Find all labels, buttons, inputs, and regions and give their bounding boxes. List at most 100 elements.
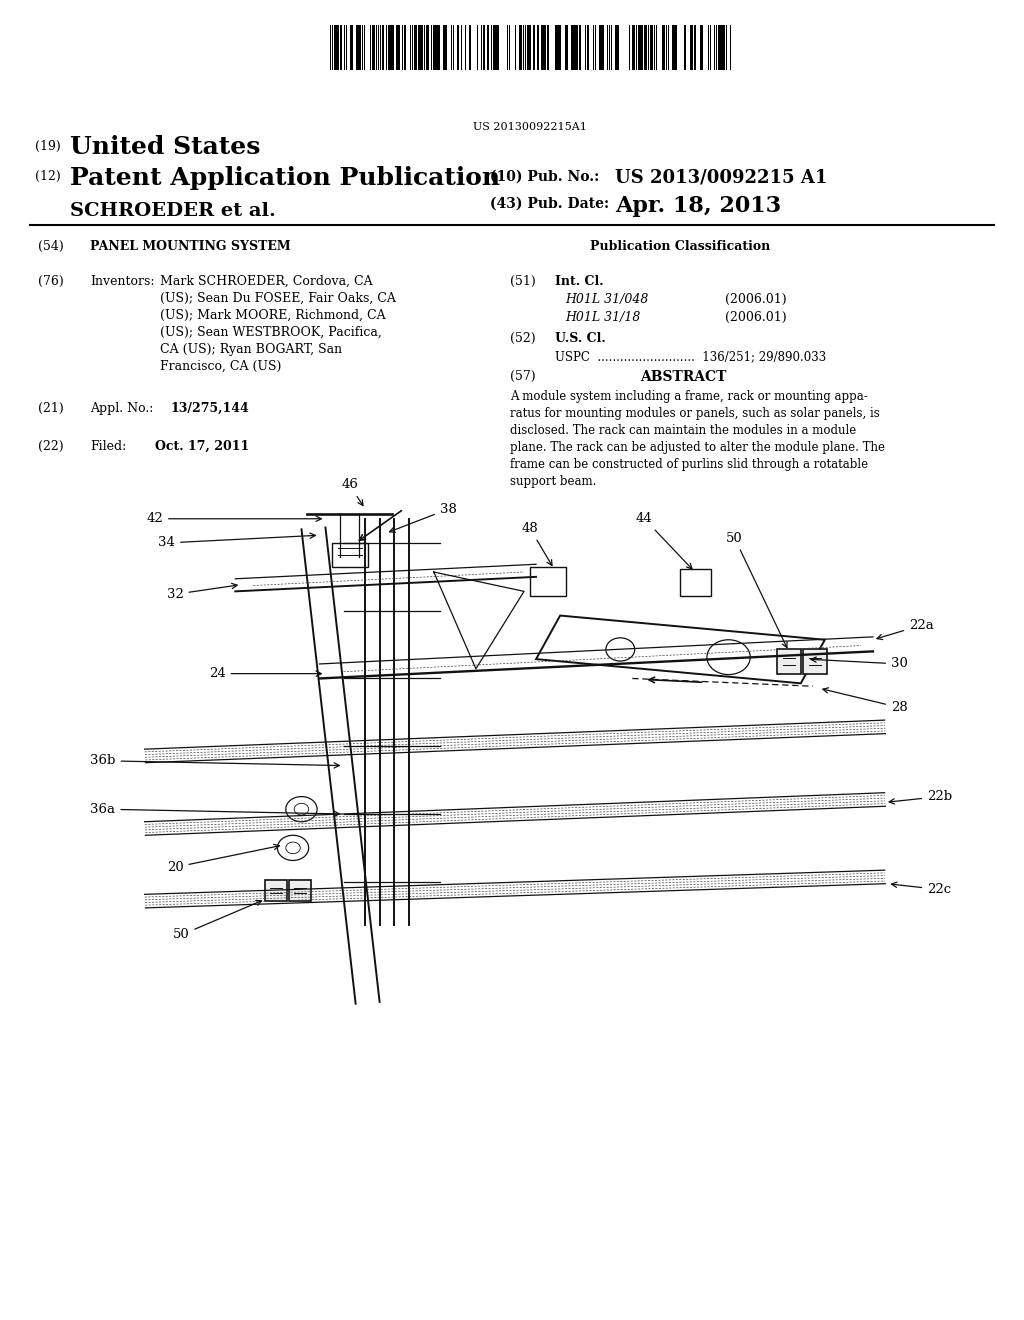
Bar (527, 25, 530, 70)
Bar (559, 25, 561, 70)
Text: 36b: 36b (90, 754, 339, 768)
Text: 30: 30 (811, 657, 908, 671)
Text: PANEL MOUNTING SYSTEM: PANEL MOUNTING SYSTEM (90, 240, 291, 253)
Bar (444, 25, 446, 70)
Text: Publication Classification: Publication Classification (590, 240, 770, 253)
Text: 36a: 36a (90, 803, 339, 817)
Text: (10) Pub. No.:: (10) Pub. No.: (490, 170, 599, 183)
Bar (486, 25, 488, 70)
Text: frame can be constructed of purlins slid through a rotatable: frame can be constructed of purlins slid… (510, 458, 868, 471)
Text: (57): (57) (510, 370, 536, 383)
Bar (534, 25, 535, 70)
Text: Apr. 18, 2013: Apr. 18, 2013 (615, 195, 781, 216)
Bar (340, 25, 342, 70)
Bar (722, 25, 724, 70)
Bar (396, 25, 399, 70)
Bar (690, 25, 692, 70)
Text: (US); Sean Du FOSEE, Fair Oaks, CA: (US); Sean Du FOSEE, Fair Oaks, CA (160, 292, 396, 305)
Text: ratus for mounting modules or panels, such as solar panels, is: ratus for mounting modules or panels, su… (510, 407, 880, 420)
Bar (434, 25, 436, 70)
Text: Mark SCHROEDER, Cordova, CA: Mark SCHROEDER, Cordova, CA (160, 275, 373, 288)
Text: H01L 31/18: H01L 31/18 (565, 312, 640, 323)
Bar (372, 25, 374, 70)
Text: 50: 50 (173, 900, 261, 941)
Text: A module system including a frame, rack or mounting appa-: A module system including a frame, rack … (510, 389, 867, 403)
Bar (777, 649, 801, 673)
Text: 22c: 22c (892, 882, 951, 896)
Bar (547, 25, 549, 70)
Bar (334, 25, 338, 70)
Bar (530, 568, 566, 597)
Bar (436, 25, 438, 70)
Bar (684, 25, 686, 70)
Bar (497, 25, 499, 70)
Text: 44: 44 (636, 512, 692, 569)
Bar (588, 25, 589, 70)
Bar (573, 25, 577, 70)
Text: disclosed. The rack can maintain the modules in a module: disclosed. The rack can maintain the mod… (510, 424, 856, 437)
Text: USPC  ..........................  136/251; 29/890.033: USPC .......................... 136/251;… (555, 350, 826, 363)
Bar (519, 25, 522, 70)
Bar (390, 25, 394, 70)
Bar (421, 25, 423, 70)
Bar (290, 880, 311, 902)
Text: H01L 31/048: H01L 31/048 (565, 293, 648, 306)
Bar (442, 25, 444, 70)
Bar (649, 25, 651, 70)
Text: 48: 48 (521, 521, 552, 565)
Text: U.S. Cl.: U.S. Cl. (555, 333, 606, 345)
Bar (681, 569, 711, 597)
Bar (640, 25, 642, 70)
Text: Patent Application Publication: Patent Application Publication (70, 166, 500, 190)
Bar (469, 25, 471, 70)
Bar (457, 25, 459, 70)
Bar (356, 25, 358, 70)
Bar (662, 25, 666, 70)
Bar (388, 25, 390, 70)
Bar (332, 543, 368, 568)
Text: (12): (12) (35, 170, 60, 183)
Bar (720, 25, 723, 70)
Text: (43) Pub. Date:: (43) Pub. Date: (490, 197, 609, 211)
Bar (415, 25, 417, 70)
Text: plane. The rack can be adjusted to alter the module plane. The: plane. The rack can be adjusted to alter… (510, 441, 885, 454)
Text: 34: 34 (159, 533, 315, 549)
Bar (398, 25, 400, 70)
Text: (76): (76) (38, 275, 63, 288)
Text: US 20130092215A1: US 20130092215A1 (473, 121, 587, 132)
Bar (617, 25, 620, 70)
Text: 38: 38 (389, 503, 457, 532)
Bar (643, 25, 647, 70)
Bar (718, 25, 720, 70)
Text: 28: 28 (823, 688, 907, 714)
Text: Appl. No.:: Appl. No.: (90, 403, 154, 414)
Text: US 2013/0092215 A1: US 2013/0092215 A1 (615, 168, 827, 186)
Bar (493, 25, 497, 70)
Text: CA (US); Ryan BOGART, San: CA (US); Ryan BOGART, San (160, 343, 342, 356)
Text: ABSTRACT: ABSTRACT (640, 370, 726, 384)
Text: (52): (52) (510, 333, 536, 345)
Bar (694, 25, 696, 70)
Text: United States: United States (70, 135, 260, 158)
Bar (638, 25, 640, 70)
Bar (632, 25, 635, 70)
Bar (495, 25, 497, 70)
Bar (382, 25, 384, 70)
Text: (19): (19) (35, 140, 60, 153)
Bar (615, 25, 618, 70)
Bar (419, 25, 422, 70)
Text: (2006.01): (2006.01) (725, 293, 786, 306)
Text: 46: 46 (341, 478, 362, 506)
Text: 50: 50 (726, 532, 787, 648)
Bar (565, 25, 567, 70)
Text: SCHROEDER et al.: SCHROEDER et al. (70, 202, 275, 220)
Bar (426, 25, 428, 70)
Bar (674, 25, 676, 70)
Bar (699, 25, 701, 70)
Bar (358, 25, 360, 70)
Bar (432, 25, 434, 70)
Text: Filed:: Filed: (90, 440, 126, 453)
Text: 24: 24 (209, 667, 322, 680)
Bar (541, 25, 545, 70)
Bar (404, 25, 407, 70)
